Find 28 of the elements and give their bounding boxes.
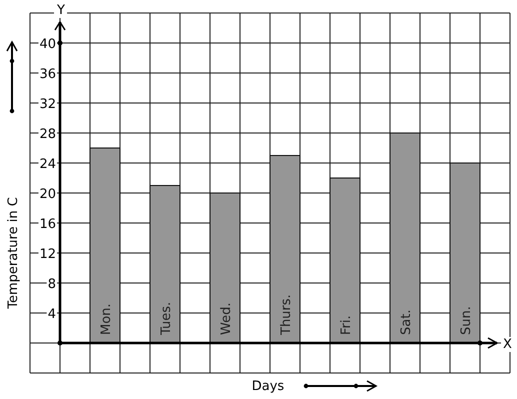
x-tick-label: Tues. <box>159 302 174 336</box>
bar <box>270 155 300 344</box>
x-axis-title: Days <box>252 379 284 394</box>
y-tick-label: 28 <box>39 127 56 142</box>
x-tick-label: Thurs. <box>279 294 294 336</box>
y-tick-label: 36 <box>39 67 56 82</box>
y-tick-label: 8 <box>48 277 56 292</box>
y-tick-label: 20 <box>39 187 56 202</box>
y-axis-title: Temperature in C <box>6 197 21 310</box>
bar <box>210 192 240 344</box>
x-tick-label: Sun. <box>459 306 474 335</box>
bar <box>90 148 120 344</box>
y-tick-label: 12 <box>39 247 56 262</box>
bar <box>450 162 480 344</box>
bar <box>150 185 180 344</box>
y-tick-label: 40 <box>39 37 56 52</box>
y-tick-label: 32 <box>39 97 56 112</box>
x-tick-label: Sat. <box>399 310 414 335</box>
y-tick-label: 4 <box>48 307 56 322</box>
x-tick-label: Wed. <box>219 302 234 335</box>
annotation: X <box>503 337 512 352</box>
bar <box>390 132 420 344</box>
y-tick-label: 16 <box>39 217 56 232</box>
y-tick-label: 24 <box>39 157 56 172</box>
bar <box>330 178 360 344</box>
annotation: Y <box>56 3 66 18</box>
x-tick-label: Fri. <box>339 315 354 335</box>
x-tick-label: Mon. <box>99 303 114 335</box>
